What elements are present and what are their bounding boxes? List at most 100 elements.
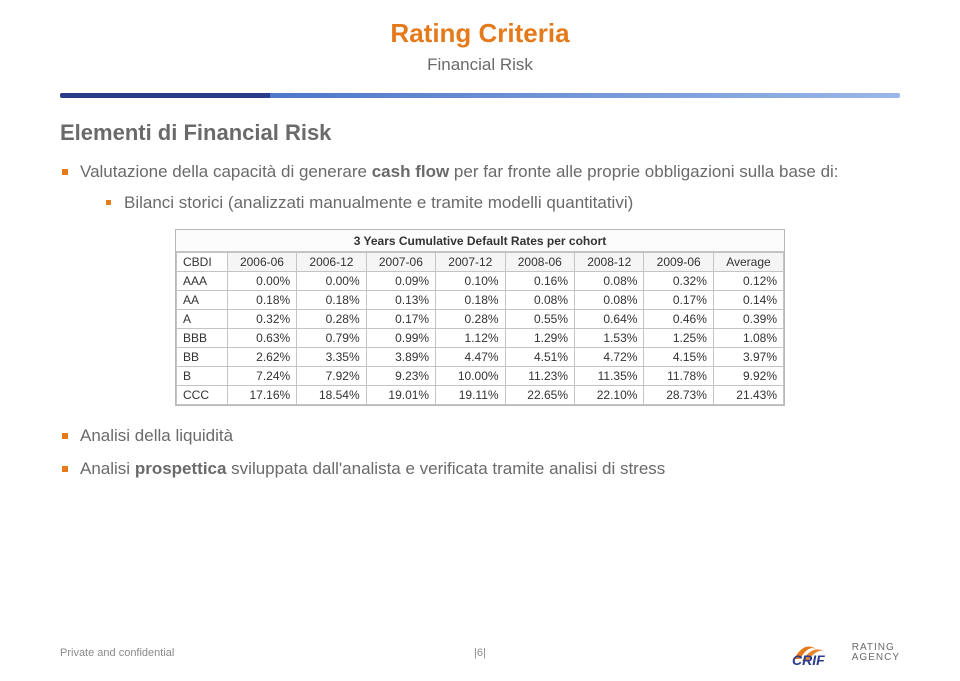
table-row-label: BBB — [177, 329, 228, 348]
table-cell: 0.18% — [227, 291, 296, 310]
table-cell: 19.01% — [366, 386, 435, 405]
table-cell: 1.29% — [505, 329, 574, 348]
table-head: CBDI 2006-06 2006-12 2007-06 2007-12 200… — [177, 253, 784, 272]
table-row-label: AA — [177, 291, 228, 310]
table-cell: 17.16% — [227, 386, 296, 405]
table-col-header: 2006-12 — [297, 253, 366, 272]
table-cell: 0.18% — [436, 291, 505, 310]
bullet-list: Analisi della liquidità Analisi prospett… — [60, 424, 900, 481]
table-cell: 9.92% — [713, 367, 783, 386]
table-row: BBB0.63%0.79%0.99%1.12%1.29%1.53%1.25%1.… — [177, 329, 784, 348]
table-cell: 19.11% — [436, 386, 505, 405]
table-cell: 0.00% — [227, 272, 296, 291]
table-cell: 21.43% — [713, 386, 783, 405]
table-cell: 0.08% — [575, 291, 644, 310]
table-row: AA0.18%0.18%0.13%0.18%0.08%0.08%0.17%0.1… — [177, 291, 784, 310]
table-cell: 0.63% — [227, 329, 296, 348]
bullet-text: per far fronte alle proprie obbligazioni… — [449, 162, 838, 181]
bullet-text: Analisi della liquidità — [80, 426, 233, 445]
table-cell: 0.08% — [575, 272, 644, 291]
table-cell: 0.28% — [436, 310, 505, 329]
table-row: A0.32%0.28%0.17%0.28%0.55%0.64%0.46%0.39… — [177, 310, 784, 329]
table-title: 3 Years Cumulative Default Rates per coh… — [176, 230, 784, 252]
bullet-list: Valutazione della capacità di generare c… — [60, 160, 900, 215]
sub-bullet-list: Bilanci storici (analizzati manualmente … — [80, 191, 900, 216]
table-cell: 0.32% — [227, 310, 296, 329]
table-col-header: 2008-12 — [575, 253, 644, 272]
table-cell: 4.47% — [436, 348, 505, 367]
table-cell: 0.00% — [297, 272, 366, 291]
table-row-label: BB — [177, 348, 228, 367]
default-rates-table: 3 Years Cumulative Default Rates per coh… — [175, 229, 785, 406]
table-cell: 0.39% — [713, 310, 783, 329]
table-cell: 0.46% — [644, 310, 713, 329]
bullet-bold: prospettica — [135, 459, 227, 478]
table-cell: 0.18% — [297, 291, 366, 310]
table-col-header: 2008-06 — [505, 253, 574, 272]
footer-page-number: |6| — [60, 647, 900, 659]
table-cell: 10.00% — [436, 367, 505, 386]
table-cell: 0.13% — [366, 291, 435, 310]
sub-bullet-text: Bilanci storici (analizzati manualmente … — [124, 193, 633, 212]
table-row: AAA0.00%0.00%0.09%0.10%0.16%0.08%0.32%0.… — [177, 272, 784, 291]
table-cell: 11.23% — [505, 367, 574, 386]
table-body: AAA0.00%0.00%0.09%0.10%0.16%0.08%0.32%0.… — [177, 272, 784, 405]
bullet-text: Valutazione della capacità di generare — [80, 162, 372, 181]
bullet-text: sviluppata dall'analista e verificata tr… — [226, 459, 665, 478]
table-col-header: 2006-06 — [227, 253, 296, 272]
table-cell: 0.12% — [713, 272, 783, 291]
section-heading: Elementi di Financial Risk — [60, 120, 900, 146]
bullet-item: Valutazione della capacità di generare c… — [60, 160, 900, 215]
table-cell: 11.35% — [575, 367, 644, 386]
table-col-header: 2007-06 — [366, 253, 435, 272]
table-cell: 2.62% — [227, 348, 296, 367]
table-cell: 0.55% — [505, 310, 574, 329]
table-col-header: 2009-06 — [644, 253, 713, 272]
table-cell: 1.25% — [644, 329, 713, 348]
table-cell: 11.78% — [644, 367, 713, 386]
table-col-header: Average — [713, 253, 783, 272]
table-cell: 3.89% — [366, 348, 435, 367]
bullet-text: Analisi — [80, 459, 135, 478]
slide: Rating Criteria Financial Risk Elementi … — [0, 0, 960, 681]
page-subtitle: Financial Risk — [60, 55, 900, 75]
table-cell: 0.14% — [713, 291, 783, 310]
table-cell: 1.08% — [713, 329, 783, 348]
table-cell: 0.64% — [575, 310, 644, 329]
bullet-item: Analisi della liquidità — [60, 424, 900, 449]
table-corner-cell: CBDI — [177, 253, 228, 272]
table-cell: 4.15% — [644, 348, 713, 367]
table-row-label: CCC — [177, 386, 228, 405]
table-cell: 22.65% — [505, 386, 574, 405]
table-cell: 3.35% — [297, 348, 366, 367]
table-cell: 4.72% — [575, 348, 644, 367]
divider-bar — [60, 93, 900, 98]
data-table: CBDI 2006-06 2006-12 2007-06 2007-12 200… — [176, 252, 784, 405]
table-cell: 0.16% — [505, 272, 574, 291]
bullet-item: Analisi prospettica sviluppata dall'anal… — [60, 457, 900, 482]
table-row: BB2.62%3.35%3.89%4.47%4.51%4.72%4.15%3.9… — [177, 348, 784, 367]
table-cell: 28.73% — [644, 386, 713, 405]
table-cell: 3.97% — [713, 348, 783, 367]
table-cell: 18.54% — [297, 386, 366, 405]
table-cell: 0.32% — [644, 272, 713, 291]
table-cell: 0.08% — [505, 291, 574, 310]
table-cell: 9.23% — [366, 367, 435, 386]
table-cell: 0.17% — [644, 291, 713, 310]
sub-bullet-item: Bilanci storici (analizzati manualmente … — [106, 191, 900, 216]
table-cell: 7.92% — [297, 367, 366, 386]
table-header-row: CBDI 2006-06 2006-12 2007-06 2007-12 200… — [177, 253, 784, 272]
table-cell: 0.10% — [436, 272, 505, 291]
table-cell: 7.24% — [227, 367, 296, 386]
table-row-label: A — [177, 310, 228, 329]
table-cell: 22.10% — [575, 386, 644, 405]
table-row-label: B — [177, 367, 228, 386]
table-row: B7.24%7.92%9.23%10.00%11.23%11.35%11.78%… — [177, 367, 784, 386]
table-cell: 4.51% — [505, 348, 574, 367]
table-row-label: AAA — [177, 272, 228, 291]
table-col-header: 2007-12 — [436, 253, 505, 272]
table-cell: 1.53% — [575, 329, 644, 348]
table-cell: 1.12% — [436, 329, 505, 348]
table-cell: 0.99% — [366, 329, 435, 348]
table-cell: 0.09% — [366, 272, 435, 291]
